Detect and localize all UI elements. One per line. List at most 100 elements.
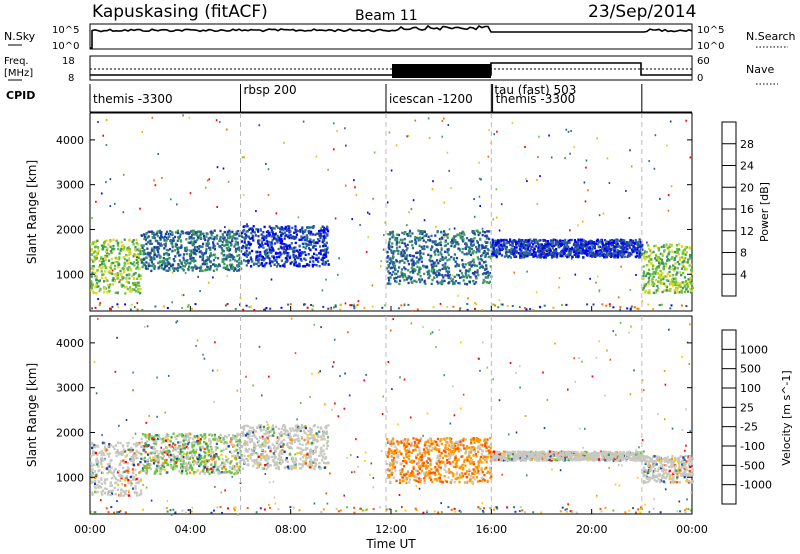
echo-pixel xyxy=(263,250,266,253)
echo-pixel xyxy=(621,239,625,242)
echo-pixel xyxy=(240,240,243,243)
echo-pixel xyxy=(127,253,130,256)
echo-pixel xyxy=(483,268,487,271)
echo-pixel xyxy=(312,256,315,260)
echo-pixel xyxy=(623,251,626,254)
echo-pixel xyxy=(238,246,241,249)
echo-pixel xyxy=(159,238,162,241)
echo-pixel xyxy=(121,248,125,251)
echo-pixel xyxy=(331,365,334,368)
echo-pixel xyxy=(116,272,119,275)
echo-pixel xyxy=(146,463,149,466)
echo-pixel xyxy=(312,225,315,228)
echo-pixel xyxy=(302,245,305,249)
echo-pixel xyxy=(145,242,148,246)
echo-pixel xyxy=(654,267,657,270)
echo-pixel xyxy=(527,239,530,242)
echo-pixel xyxy=(154,184,157,187)
echo-pixel xyxy=(372,508,375,511)
echo-pixel xyxy=(436,280,439,283)
nsky-trace xyxy=(90,24,693,49)
echo-pixel xyxy=(303,303,305,306)
echo-pixel xyxy=(553,249,556,253)
echo-pixel xyxy=(634,249,637,252)
echo-pixel xyxy=(620,265,622,268)
echo-pixel xyxy=(638,244,641,247)
echo-pixel xyxy=(403,273,406,276)
echo-pixel xyxy=(168,235,171,238)
echo-pixel xyxy=(132,371,134,374)
echo-pixel xyxy=(99,263,102,267)
echo-pixel xyxy=(158,469,161,472)
echo-pixel xyxy=(201,445,204,448)
echo-pixel xyxy=(94,271,97,275)
echo-pixel xyxy=(519,305,521,308)
echo-pixel xyxy=(685,268,688,271)
echo-pixel xyxy=(294,225,297,228)
echo-pixel xyxy=(240,454,243,457)
echo-pixel xyxy=(505,241,508,245)
echo-pixel xyxy=(584,240,588,243)
echo-pixel xyxy=(194,240,197,243)
echo-pixel xyxy=(402,254,405,258)
echo-pixel xyxy=(261,236,264,239)
echo-pixel xyxy=(578,250,581,253)
echo-pixel xyxy=(242,244,245,248)
echo-pixel xyxy=(586,249,589,253)
echo-pixel xyxy=(480,254,483,258)
echo-pixel xyxy=(523,251,526,255)
echo-pixel xyxy=(283,237,286,240)
echo-pixel xyxy=(657,287,660,290)
echo-pixel xyxy=(129,450,132,454)
echo-pixel xyxy=(583,181,586,184)
echo-pixel xyxy=(97,465,100,468)
echo-pixel xyxy=(312,239,315,242)
echo-pixel xyxy=(268,257,271,260)
echo-pixel xyxy=(103,286,106,289)
echo-pixel xyxy=(524,306,526,309)
echo-pixel xyxy=(105,144,108,146)
echo-pixel xyxy=(431,259,434,263)
echo-pixel xyxy=(501,247,504,251)
echo-pixel xyxy=(108,290,111,293)
echo-pixel xyxy=(681,261,685,264)
echo-pixel xyxy=(174,511,177,514)
echo-pixel xyxy=(459,235,462,238)
echo-pixel xyxy=(305,242,308,246)
echo-pixel xyxy=(157,242,160,245)
echo-pixel xyxy=(397,252,400,255)
echo-pixel xyxy=(633,306,636,309)
echo-pixel xyxy=(150,459,153,462)
echo-pixel xyxy=(162,449,165,452)
echo-pixel xyxy=(177,249,180,252)
echo-pixel xyxy=(168,444,171,447)
echo-pixel xyxy=(643,270,646,273)
echo-pixel xyxy=(419,249,422,253)
echo-pixel xyxy=(406,254,409,257)
echo-pixel xyxy=(136,456,139,460)
echo-pixel xyxy=(546,253,549,256)
echo-pixel xyxy=(552,241,555,244)
echo-pixel xyxy=(487,249,490,252)
echo-pixel xyxy=(583,245,586,248)
echo-pixel xyxy=(120,488,123,491)
echo-pixel xyxy=(457,294,459,297)
echo-pixel xyxy=(213,509,215,512)
echo-pixel xyxy=(165,239,168,242)
echo-pixel xyxy=(513,271,515,274)
date-label: 23/Sep/2014 xyxy=(588,2,696,22)
echo-pixel xyxy=(532,249,535,252)
echo-pixel xyxy=(110,261,113,265)
echo-pixel xyxy=(446,236,449,239)
echo-pixel xyxy=(460,272,463,275)
echo-pixel xyxy=(114,481,117,485)
echo-pixel xyxy=(615,255,618,258)
echo-pixel xyxy=(108,490,111,493)
y-tick-label: 3000 xyxy=(56,179,84,192)
echo-pixel xyxy=(177,441,180,444)
echo-pixel xyxy=(644,503,646,506)
echo-pixel xyxy=(220,491,223,494)
echo-pixel xyxy=(273,236,276,239)
echo-pixel xyxy=(590,249,593,252)
echo-pixel xyxy=(322,305,325,308)
